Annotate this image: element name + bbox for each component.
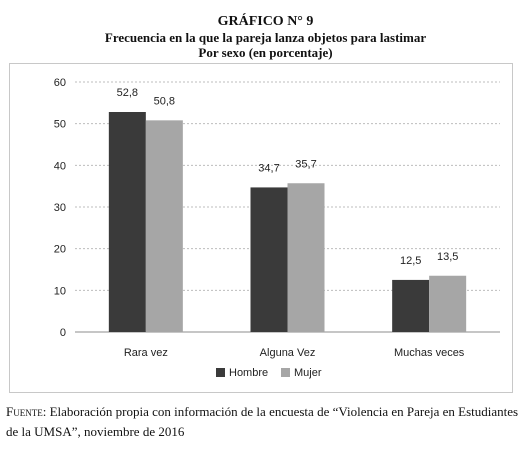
chart-title-block: GRÁFICO N° 9 Frecuencia en la que la par… (0, 14, 531, 60)
y-tick-label: 20 (54, 244, 66, 256)
x-category-label: Muchas veces (394, 347, 465, 359)
chart-subtitle-line2: Por sexo (en porcentaje) (198, 45, 333, 60)
bar-mujer (287, 183, 325, 332)
data-label: 52,8 (117, 87, 138, 99)
bar-hombre (108, 112, 146, 332)
bar-hombre (392, 279, 430, 332)
y-tick-label: 30 (54, 202, 66, 214)
y-tick-label: 10 (54, 285, 66, 297)
chart-title: GRÁFICO N° 9 (217, 14, 314, 29)
legend-label-hombre: Hombre (229, 367, 268, 379)
bar-mujer (429, 275, 467, 332)
data-label: 12,5 (400, 255, 421, 267)
chart-subtitle-line1: Frecuencia en la que la pareja lanza obj… (104, 30, 427, 45)
bar-mujer (145, 120, 183, 332)
y-tick-label: 50 (54, 119, 66, 131)
x-category-label: Alguna Vez (260, 347, 316, 359)
x-category-label: Rara vez (124, 347, 168, 359)
data-label: 50,8 (154, 95, 175, 107)
data-label: 35,7 (295, 158, 316, 170)
y-tick-label: 60 (54, 77, 66, 89)
y-tick-label: 0 (60, 327, 66, 339)
y-tick-label: 40 (54, 160, 66, 172)
chart-frame (9, 63, 513, 393)
source-text: : Elaboración propia con información de … (6, 404, 519, 439)
data-label: 13,5 (437, 251, 458, 263)
legend-swatch-hombre (216, 368, 225, 377)
bar-hombre (250, 187, 288, 332)
data-label: 34,7 (258, 162, 279, 174)
source-label: Fuente (6, 404, 43, 419)
legend-label-mujer: Mujer (294, 367, 322, 379)
source-note: Fuente: Elaboración propia con informaci… (6, 402, 526, 442)
legend-swatch-mujer (281, 368, 290, 377)
